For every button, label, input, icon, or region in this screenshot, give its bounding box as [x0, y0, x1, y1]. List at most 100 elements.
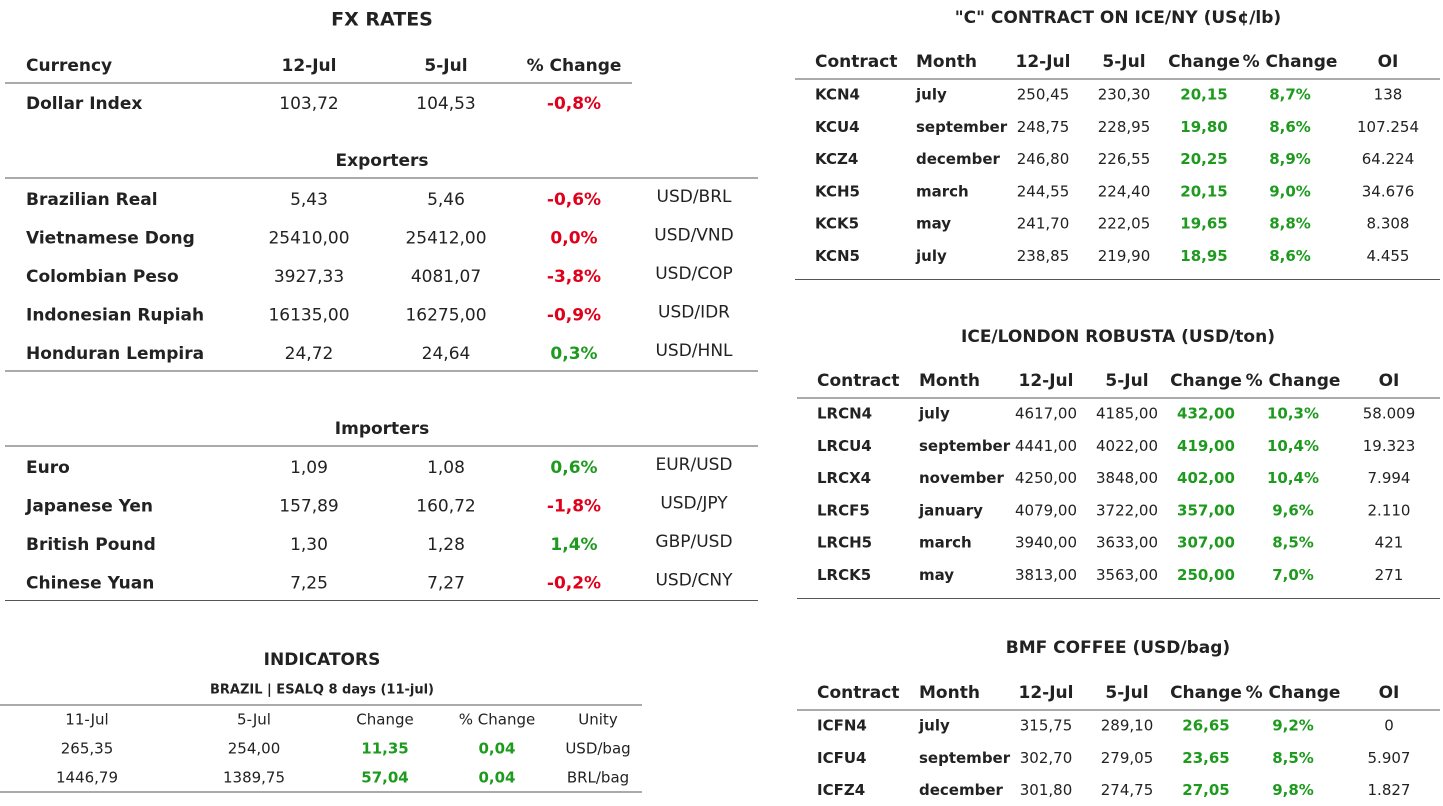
cell: 230,30	[1098, 86, 1151, 104]
cell: 302,70	[1020, 749, 1073, 767]
cell: 301,80	[1020, 781, 1073, 799]
cell: 0,0%	[550, 229, 597, 249]
section-title: Importers	[335, 419, 429, 439]
title: FX RATES	[331, 9, 433, 31]
cell: 228,95	[1098, 118, 1151, 136]
cell: 3848,00	[1096, 469, 1158, 487]
cell: 23,65	[1182, 749, 1229, 767]
cell: may	[919, 566, 954, 584]
cell: 265,35	[61, 740, 114, 758]
cell: 160,72	[416, 497, 475, 517]
cell: 64.224	[1362, 150, 1415, 168]
cell: 9,0%	[1269, 182, 1311, 200]
cell: Japanese Yen	[25, 497, 153, 517]
cell: 1,28	[427, 535, 465, 555]
cell: 241,70	[1017, 215, 1070, 233]
cell: 9,6%	[1272, 501, 1314, 519]
cell: september	[916, 118, 1008, 136]
header-cell: % Change	[1246, 371, 1341, 391]
cell: KCH5	[815, 182, 860, 200]
cell: 224,40	[1098, 182, 1151, 200]
cell: Brazilian Real	[26, 190, 158, 210]
cell: 57,04	[361, 769, 408, 787]
cell: september	[919, 749, 1011, 767]
header-cell: 12-Jul	[1016, 52, 1071, 72]
header-cell: Contract	[817, 371, 899, 391]
cell: LRCX4	[817, 469, 871, 487]
header-cell: % Change	[527, 56, 622, 76]
cell: 11,35	[361, 740, 408, 758]
cell: 20,25	[1180, 150, 1227, 168]
header-cell: Month	[919, 371, 980, 391]
header-cell: 5-Jul	[424, 56, 467, 76]
cell: USD/HNL	[655, 341, 733, 361]
header-cell: 12-Jul	[1019, 371, 1074, 391]
cell: 1,30	[290, 535, 328, 555]
cell: ICFZ4	[817, 781, 865, 799]
cell: 104,53	[416, 94, 475, 114]
cell: 1446,79	[56, 769, 118, 787]
cell: 8,7%	[1269, 86, 1311, 104]
cell: 20,15	[1180, 182, 1227, 200]
cell: -1,8%	[547, 497, 601, 517]
title: INDICATORS	[264, 650, 381, 670]
cell: 26,65	[1182, 717, 1229, 735]
cell: march	[919, 534, 972, 552]
cell: 10,4%	[1267, 469, 1319, 487]
header-cell: Change	[1170, 371, 1242, 391]
cell: 19.323	[1363, 437, 1416, 455]
cell: 248,75	[1017, 118, 1070, 136]
cell: 20,15	[1180, 86, 1227, 104]
cell: 250,00	[1177, 566, 1235, 584]
cell: EUR/USD	[655, 455, 732, 475]
cell: 250,45	[1017, 86, 1070, 104]
cell: LRCU4	[817, 437, 872, 455]
cell: 7,25	[290, 574, 328, 594]
cell: 24,64	[422, 344, 471, 364]
cell: Dollar Index	[26, 94, 142, 114]
cell: 18,95	[1180, 247, 1227, 265]
cell: 25412,00	[405, 229, 486, 249]
cell: 307,00	[1177, 534, 1235, 552]
cell: 1.827	[1368, 781, 1411, 799]
cell: 3927,33	[274, 267, 344, 287]
cell: 9,2%	[1272, 717, 1314, 735]
cell: LRCN4	[817, 405, 872, 423]
cell: 8.308	[1367, 215, 1410, 233]
cell: LRCK5	[817, 566, 871, 584]
header-cell: 5-Jul	[1105, 683, 1148, 703]
header-cell: % Change	[459, 711, 535, 729]
cell: 4617,00	[1015, 405, 1077, 423]
header-cell: Currency	[26, 56, 112, 76]
cell: 19,80	[1180, 118, 1227, 136]
cell: LRCF5	[817, 501, 870, 519]
cell: 58.009	[1363, 405, 1416, 423]
title: ICE/LONDON ROBUSTA (USD/ton)	[961, 327, 1275, 347]
cell: British Pound	[26, 535, 156, 555]
cell: Colombian Peso	[26, 267, 179, 287]
cell: 5.907	[1368, 749, 1411, 767]
header-cell: 5-Jul	[1102, 52, 1145, 72]
cell: 419,00	[1177, 437, 1235, 455]
header-cell: Change	[1168, 52, 1240, 72]
header-cell: OI	[1378, 52, 1399, 72]
header-cell: % Change	[1243, 52, 1338, 72]
cell: july	[915, 86, 947, 104]
cell: 16135,00	[268, 306, 349, 326]
cell: 357,00	[1177, 501, 1235, 519]
cell: 222,05	[1098, 215, 1151, 233]
cell: -0,6%	[547, 190, 601, 210]
cell: 4250,00	[1015, 469, 1077, 487]
cell: -0,8%	[547, 94, 601, 114]
cell: USD/BRL	[657, 187, 733, 207]
cell: may	[916, 215, 951, 233]
cell: 402,00	[1177, 469, 1235, 487]
header-cell: OI	[1379, 371, 1400, 391]
cell: 103,72	[279, 94, 338, 114]
cell: july	[915, 247, 947, 265]
cell: -3,8%	[547, 267, 601, 287]
header-cell: Contract	[815, 52, 897, 72]
cell: july	[918, 717, 950, 735]
header-cell: Month	[919, 683, 980, 703]
header-cell: Change	[356, 711, 413, 729]
